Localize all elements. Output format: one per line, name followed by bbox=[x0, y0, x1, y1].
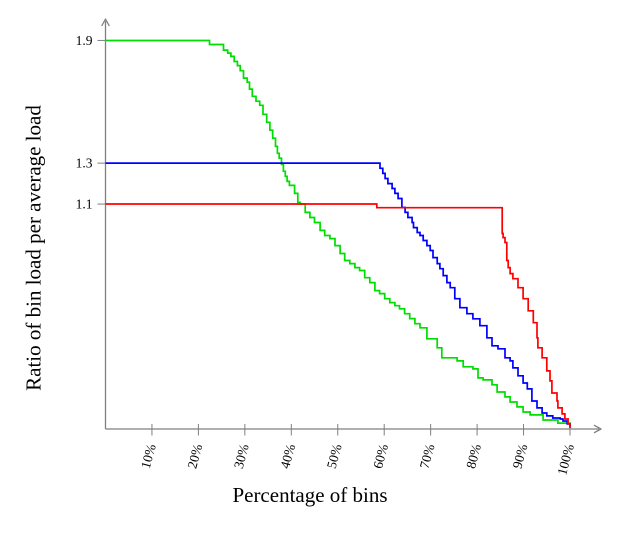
y-tick-label: 1.9 bbox=[76, 33, 93, 48]
x-tick-label: 40% bbox=[277, 442, 298, 470]
series-green-line bbox=[105, 39, 571, 428]
y-tick-label: 1.1 bbox=[76, 197, 93, 212]
x-axis-title: Percentage of bins bbox=[232, 483, 387, 507]
x-tick-label: 50% bbox=[324, 442, 345, 470]
y-tick-label: 1.3 bbox=[76, 156, 93, 171]
axes-layer: 10% 20% 30% 40% 50% 60% 70% 80% 90% 100% 1.9 1.3 1.1 bbox=[76, 18, 602, 477]
x-tick-label: 80% bbox=[463, 442, 484, 470]
x-tick-label: 70% bbox=[417, 442, 438, 470]
y-axis-arrow-icon bbox=[101, 18, 110, 27]
x-tick-label: 90% bbox=[510, 442, 531, 470]
x-tick-label: 60% bbox=[370, 442, 391, 470]
x-tick-label: 10% bbox=[138, 442, 159, 470]
series-layer bbox=[105, 39, 571, 428]
x-tick-label: 20% bbox=[184, 442, 205, 470]
x-axis-arrow-icon bbox=[593, 424, 602, 434]
x-tick-label: 100% bbox=[554, 442, 577, 476]
x-tick-label: 30% bbox=[231, 442, 252, 470]
series-red-line bbox=[105, 203, 571, 428]
series-blue-line bbox=[105, 162, 571, 427]
y-axis-title: Ratio of bin load per average load bbox=[22, 105, 46, 391]
